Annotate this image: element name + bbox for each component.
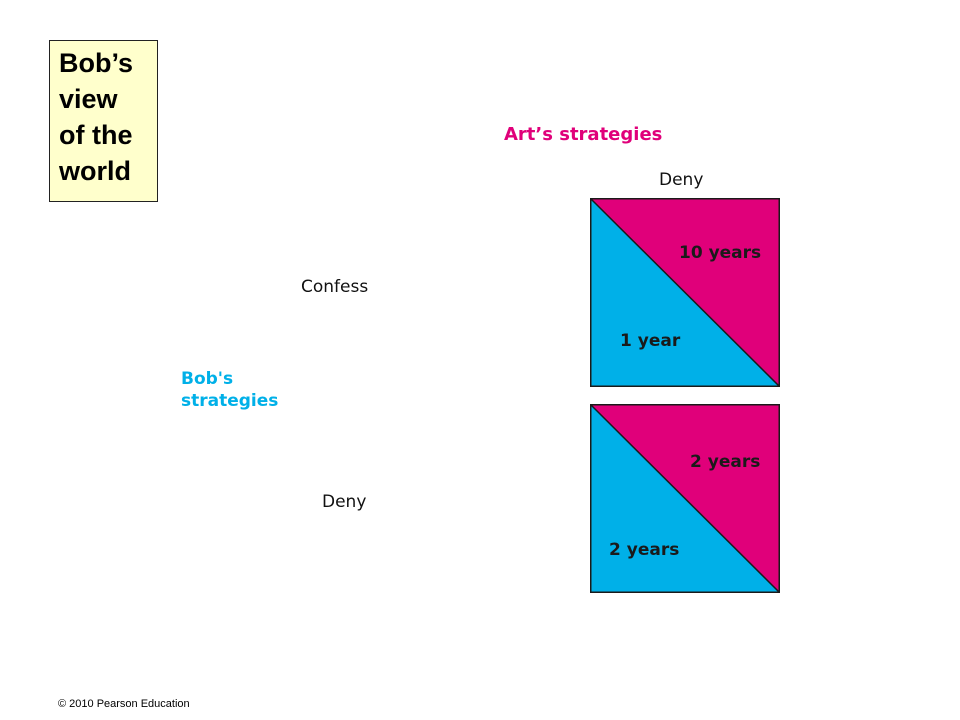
bob-payoff-label: 1 year bbox=[620, 331, 681, 351]
art-payoff-label: 10 years bbox=[679, 243, 762, 263]
bob-strategy-deny: Deny bbox=[322, 492, 367, 512]
art-payoff-label: 2 years bbox=[690, 452, 761, 472]
title-line: of the bbox=[59, 120, 133, 150]
art-strategy-deny: Deny bbox=[659, 170, 704, 190]
bobs-strategies-line: Bob's bbox=[181, 369, 234, 389]
bob-strategy-confess: Confess bbox=[301, 277, 369, 297]
payoff-cell-deny-deny bbox=[590, 404, 780, 593]
bobs-strategies-label: Bob's strategies bbox=[181, 368, 278, 412]
bobs-strategies-line: strategies bbox=[181, 391, 279, 411]
arts-strategies-label: Art’s strategies bbox=[504, 124, 663, 145]
copyright-notice: © 2010 Pearson Education bbox=[58, 698, 190, 710]
cell-diagonal bbox=[590, 404, 780, 593]
title-line: world bbox=[59, 156, 131, 186]
cell-diagonal bbox=[590, 198, 780, 387]
title-line: Bob’s bbox=[59, 48, 133, 78]
cell-border bbox=[590, 198, 780, 387]
title-box: Bob’s view of the world bbox=[49, 40, 158, 202]
payoff-cell-confess-deny bbox=[590, 198, 780, 387]
title-line: view bbox=[59, 84, 118, 114]
cell-border bbox=[590, 404, 780, 593]
bob-payoff-label: 2 years bbox=[609, 540, 680, 560]
